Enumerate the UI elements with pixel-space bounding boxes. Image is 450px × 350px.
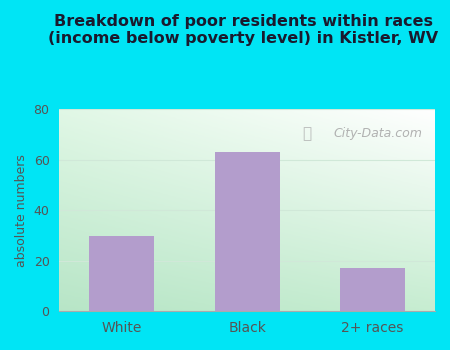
Bar [90, 236, 154, 311]
Text: ⦾: ⦾ [303, 126, 312, 141]
Y-axis label: absolute numbers: absolute numbers [15, 154, 28, 267]
Bar [215, 152, 280, 311]
Bar [340, 268, 405, 311]
Text: City-Data.com: City-Data.com [333, 127, 423, 140]
Text: Breakdown of poor residents within races
(income below poverty level) in Kistler: Breakdown of poor residents within races… [48, 14, 438, 47]
